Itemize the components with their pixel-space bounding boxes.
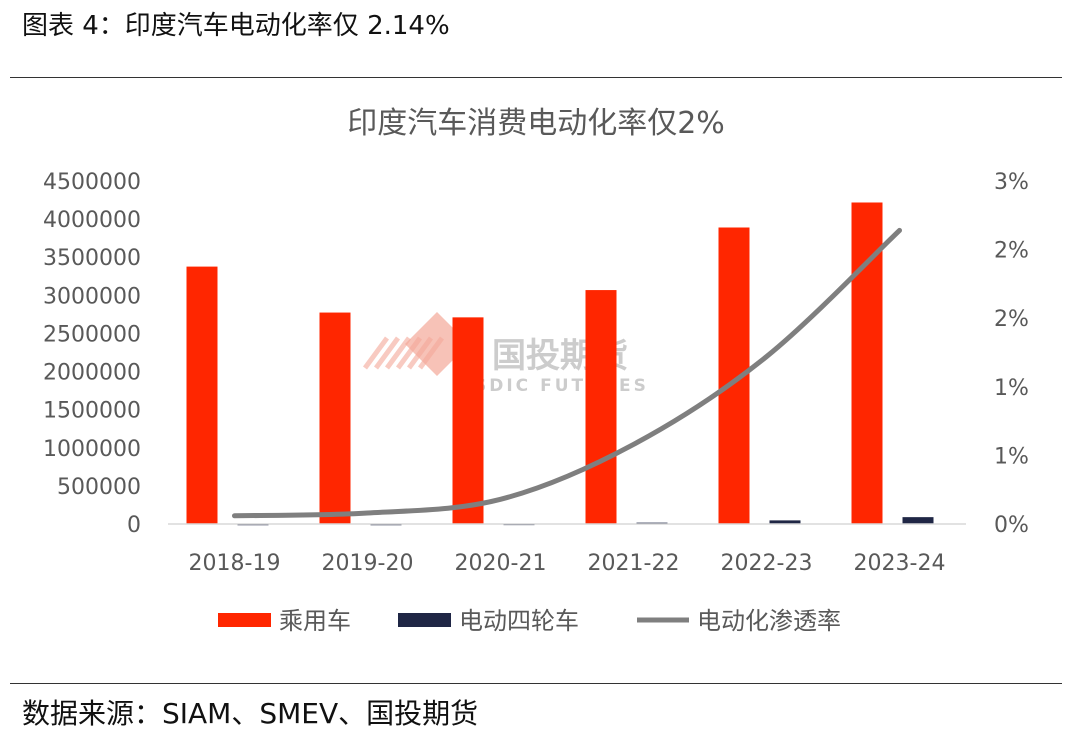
- y-left-tick-label: 2000000: [43, 361, 141, 386]
- bar-ev4w-2022-23: [769, 520, 801, 524]
- figure-title: 图表 4：印度汽车电动化率仅 2.14%: [22, 11, 450, 41]
- y-right-tick-label: 0%: [994, 513, 1029, 538]
- legend-label-penetration: 电动化渗透率: [697, 607, 841, 635]
- y-left-tick-label: 3000000: [43, 284, 141, 309]
- x-tick-label: 2022-23: [721, 551, 813, 576]
- y-left-tick-label: 0: [127, 513, 141, 538]
- watermark-stripe: [373, 336, 401, 370]
- bar-passenger-2023-24: [851, 202, 883, 524]
- y-right-tick-label: 3%: [994, 170, 1029, 195]
- watermark-stripe: [362, 336, 390, 370]
- legend-label-ev4w: 电动四轮车: [459, 607, 579, 635]
- legend-label-passenger: 乘用车: [279, 607, 351, 635]
- y-right-tick-label: 1%: [994, 444, 1029, 469]
- bar-passenger-2020-21: [452, 317, 484, 524]
- bar-passenger-2021-22: [585, 290, 617, 524]
- bar-ev4w-2023-24: [902, 517, 934, 524]
- x-tick-label: 2023-24: [854, 551, 946, 576]
- x-tick-label: 2021-22: [588, 551, 680, 576]
- legend-swatch-passenger: [218, 613, 271, 627]
- y-right-tick-label: 1%: [994, 376, 1029, 401]
- bottom-rule: [10, 683, 1062, 684]
- x-tick-label: 2018-19: [189, 551, 281, 576]
- legend-swatch-ev4w: [398, 613, 451, 627]
- y-left-tick-label: 500000: [57, 475, 141, 500]
- y-left-tick-label: 1000000: [43, 437, 141, 462]
- y-left-tick-label: 4000000: [43, 208, 141, 233]
- chart-title: 印度汽车消费电动化率仅2%: [347, 106, 725, 141]
- y-right-tick-label: 2%: [994, 307, 1029, 332]
- bar-passenger-2019-20: [319, 312, 351, 524]
- y-left-tick-label: 3500000: [43, 246, 141, 271]
- source-note: 数据来源：SIAM、SMEV、国投期货: [22, 697, 479, 730]
- y-left-tick-label: 2500000: [43, 322, 141, 347]
- x-tick-label: 2020-21: [455, 551, 547, 576]
- x-tick-label: 2019-20: [322, 551, 414, 576]
- watermark-stripe: [384, 336, 412, 370]
- y-left-tick-label: 1500000: [43, 399, 141, 424]
- top-rule: [10, 77, 1062, 78]
- y-right-tick-label: 2%: [994, 239, 1029, 264]
- bar-passenger-2018-19: [186, 266, 218, 524]
- y-left-tick-label: 4500000: [43, 170, 141, 195]
- line-penetration: [232, 227, 902, 519]
- watermark-sub: SDIC FUTURES: [474, 376, 649, 396]
